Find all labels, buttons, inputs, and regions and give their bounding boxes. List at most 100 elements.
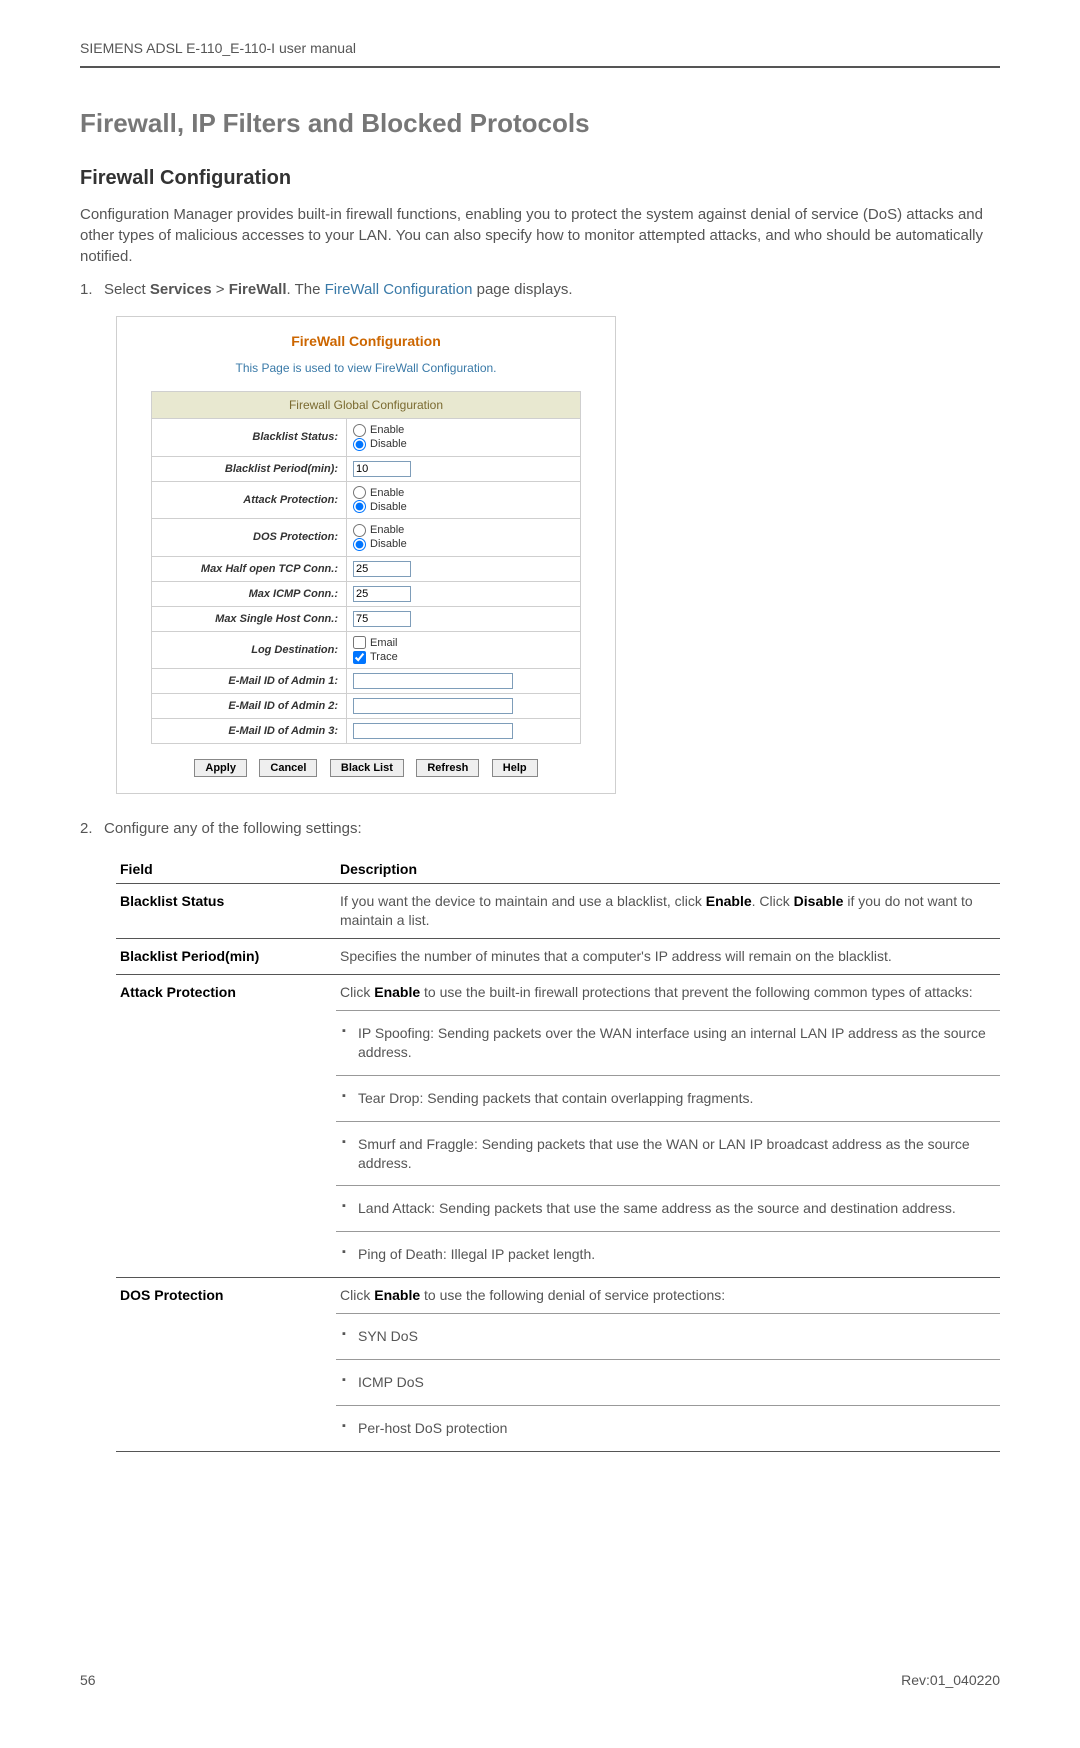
label-email-admin-2: E-Mail ID of Admin 2: — [152, 694, 347, 719]
field-dos-protection: DOS Protection — [116, 1278, 336, 1452]
label-dos-protection: DOS Protection: — [152, 519, 347, 557]
r1-disable: Disable — [794, 893, 844, 909]
subsection-title: Firewall Configuration — [80, 167, 1000, 190]
r1-a: If you want the device to maintain and u… — [340, 893, 706, 909]
input-max-half-open[interactable] — [353, 561, 411, 577]
intro-paragraph: Configuration Manager provides built-in … — [80, 204, 1000, 267]
label-email-admin-3: E-Mail ID of Admin 3: — [152, 719, 347, 744]
input-email-admin-3[interactable] — [353, 723, 513, 739]
desc-dos-protection-intro: Click Enable to use the following denial… — [336, 1278, 1000, 1314]
desc-attack-protection-intro: Click Enable to use the built-in firewal… — [336, 975, 1000, 1011]
radio-blacklist-enable[interactable] — [353, 424, 366, 437]
firewall-config-table: Firewall Global Configuration Blacklist … — [151, 391, 581, 744]
radio-attack-enable-label[interactable]: Enable — [353, 486, 574, 500]
desc-blacklist-status: If you want the device to maintain and u… — [336, 884, 1000, 939]
li-tear-drop: Tear Drop: Sending packets that contain … — [340, 1089, 996, 1108]
label-blacklist-period: Blacklist Period(min): — [152, 456, 347, 481]
page-number: 56 — [80, 1672, 96, 1688]
label-email-admin-1: E-Mail ID of Admin 1: — [152, 669, 347, 694]
checkbox-trace[interactable] — [353, 651, 366, 664]
desc-dos-li1: SYN DoS — [336, 1314, 1000, 1360]
radio-blacklist-enable-label[interactable]: Enable — [353, 423, 574, 437]
step-1-text-e: . The — [287, 281, 325, 298]
input-email-admin-1[interactable] — [353, 673, 513, 689]
config-title: FireWall Configuration — [117, 333, 615, 349]
li-ping-of-death: Ping of Death: Illegal IP packet length. — [340, 1245, 996, 1264]
step-2: 2.Configure any of the following setting… — [80, 818, 1000, 839]
input-max-single-host[interactable] — [353, 611, 411, 627]
li-ip-spoofing: IP Spoofing: Sending packets over the WA… — [340, 1024, 996, 1062]
radio-dos-enable[interactable] — [353, 524, 366, 537]
opt-trace-text: Trace — [370, 651, 398, 663]
field-blacklist-status: Blacklist Status — [116, 884, 336, 939]
step-1-firewall: FireWall — [229, 281, 287, 298]
opt-enable-text: Enable — [370, 424, 404, 436]
r3-a: Click — [340, 984, 374, 1000]
radio-blacklist-disable[interactable] — [353, 438, 366, 451]
desc-attack-li2: Tear Drop: Sending packets that contain … — [336, 1075, 1000, 1121]
step-2-text: Configure any of the following settings: — [104, 820, 362, 837]
radio-blacklist-disable-label[interactable]: Disable — [353, 437, 574, 451]
input-max-icmp[interactable] — [353, 586, 411, 602]
opt-email-text: Email — [370, 637, 398, 649]
input-blacklist-period[interactable] — [353, 461, 411, 477]
desc-attack-li1: IP Spoofing: Sending packets over the WA… — [336, 1010, 1000, 1075]
help-button[interactable]: Help — [492, 759, 538, 777]
label-max-single-host: Max Single Host Conn.: — [152, 606, 347, 631]
firewall-config-panel: FireWall Configuration This Page is used… — [116, 316, 1000, 794]
radio-dos-disable-label[interactable]: Disable — [353, 537, 574, 551]
desc-dos-li3: Per-host DoS protection — [336, 1405, 1000, 1451]
r4-enable: Enable — [374, 1287, 420, 1303]
input-email-admin-2[interactable] — [353, 698, 513, 714]
section-title: Firewall, IP Filters and Blocked Protoco… — [80, 108, 1000, 139]
radio-attack-disable[interactable] — [353, 500, 366, 513]
page-footer: 56 Rev:01_040220 — [80, 1672, 1000, 1688]
field-attack-protection: Attack Protection — [116, 975, 336, 1278]
step-1-services: Services — [150, 281, 212, 298]
step-2-number: 2. — [80, 818, 104, 839]
revision: Rev:01_040220 — [901, 1672, 1000, 1688]
checkbox-email-label[interactable]: Email — [353, 636, 574, 650]
label-log-destination: Log Destination: — [152, 631, 347, 669]
opt-enable-text-2: Enable — [370, 487, 404, 499]
step-1-link: FireWall Configuration — [325, 281, 473, 298]
step-1-number: 1. — [80, 279, 104, 300]
radio-dos-enable-label[interactable]: Enable — [353, 523, 574, 537]
r1-enable: Enable — [706, 893, 752, 909]
black-list-button[interactable]: Black List — [330, 759, 404, 777]
field-blacklist-period: Blacklist Period(min) — [116, 939, 336, 975]
radio-attack-enable[interactable] — [353, 486, 366, 499]
desc-dos-li2: ICMP DoS — [336, 1359, 1000, 1405]
opt-disable-text-2: Disable — [370, 501, 407, 513]
radio-dos-disable[interactable] — [353, 538, 366, 551]
step-1: 1.Select Services > FireWall. The FireWa… — [80, 279, 1000, 300]
col-field-header: Field — [116, 855, 336, 884]
cancel-button[interactable]: Cancel — [259, 759, 317, 777]
checkbox-email[interactable] — [353, 636, 366, 649]
desc-attack-li5: Ping of Death: Illegal IP packet length. — [336, 1232, 1000, 1278]
r1-c: . Click — [752, 893, 794, 909]
checkbox-trace-label[interactable]: Trace — [353, 650, 574, 664]
step-1-text-a: Select — [104, 281, 150, 298]
desc-attack-li3: Smurf and Fraggle: Sending packets that … — [336, 1121, 1000, 1186]
opt-enable-text-3: Enable — [370, 524, 404, 536]
r3-c: to use the built-in firewall protections… — [420, 984, 973, 1000]
apply-button[interactable]: Apply — [194, 759, 247, 777]
opt-disable-text: Disable — [370, 438, 407, 450]
refresh-button[interactable]: Refresh — [416, 759, 479, 777]
li-smurf-fraggle: Smurf and Fraggle: Sending packets that … — [340, 1135, 996, 1173]
label-attack-protection: Attack Protection: — [152, 481, 347, 519]
radio-attack-disable-label[interactable]: Disable — [353, 500, 574, 514]
li-per-host-dos: Per-host DoS protection — [340, 1419, 996, 1438]
desc-attack-li4: Land Attack: Sending packets that use th… — [336, 1186, 1000, 1232]
label-blacklist-status: Blacklist Status: — [152, 419, 347, 457]
r3-enable: Enable — [374, 984, 420, 1000]
li-syn-dos: SYN DoS — [340, 1327, 996, 1346]
r4-c: to use the following denial of service p… — [420, 1287, 725, 1303]
config-subtitle: This Page is used to view FireWall Confi… — [117, 361, 615, 375]
step-1-text-c: > — [212, 281, 229, 298]
config-group-header: Firewall Global Configuration — [152, 392, 581, 419]
field-description-table: Field Description Blacklist Status If yo… — [116, 855, 1000, 1451]
label-max-half-open: Max Half open TCP Conn.: — [152, 556, 347, 581]
r4-a: Click — [340, 1287, 374, 1303]
